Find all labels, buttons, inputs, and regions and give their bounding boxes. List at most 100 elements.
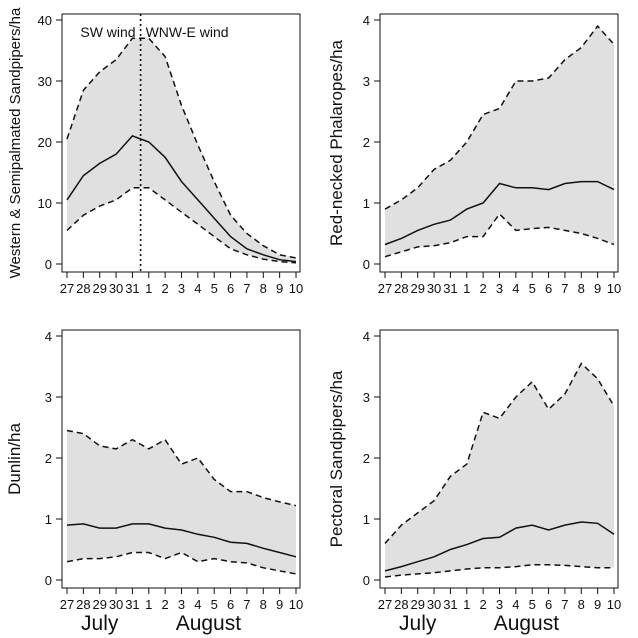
x-tick-label: 4 (194, 597, 201, 612)
y-tick-label: 3 (363, 74, 370, 89)
x-tick-label: 29 (92, 597, 106, 612)
y-tick-label: 1 (45, 512, 52, 527)
x-tick-label: 30 (427, 597, 441, 612)
y-tick-label: 10 (38, 196, 52, 211)
x-tick-label: 5 (211, 597, 218, 612)
x-tick-label: 30 (109, 281, 123, 296)
confidence-band (385, 26, 614, 257)
x-tick-label: 1 (463, 281, 470, 296)
y-tick-label: 0 (45, 573, 52, 588)
x-tick-label: 9 (594, 597, 601, 612)
x-tick-label: 10 (289, 281, 303, 296)
y-tick-label: 1 (363, 512, 370, 527)
annotation-wnw-e-wind: WNW-E wind (146, 24, 229, 40)
x-tick-label: 8 (260, 281, 267, 296)
x-tick-label: 27 (60, 281, 74, 296)
x-tick-label: 4 (512, 597, 519, 612)
x-tick-label: 1 (463, 597, 470, 612)
x-tick-label: 31 (125, 281, 139, 296)
x-tick-label: 30 (427, 281, 441, 296)
x-tick-label: 29 (410, 597, 424, 612)
x-tick-label: 4 (194, 281, 201, 296)
x-tick-label: 28 (394, 597, 408, 612)
y-tick-label: 4 (363, 329, 370, 344)
x-tick-label: 8 (260, 597, 267, 612)
lower-bound-line (384, 564, 614, 578)
x-tick-label: 28 (394, 281, 408, 296)
x-tick-label: 2 (480, 597, 487, 612)
x-tick-label: 28 (76, 597, 90, 612)
month-label-july: July (399, 612, 437, 635)
month-label-august: August (494, 612, 560, 635)
mean-line (384, 521, 615, 572)
y-tick-label: 2 (363, 451, 370, 466)
x-tick-label: 7 (561, 597, 568, 612)
x-tick-label: 7 (243, 597, 250, 612)
mean-line (66, 135, 297, 263)
x-tick-label: 7 (243, 281, 250, 296)
y-tick-label: 1 (363, 196, 370, 211)
confidence-band (385, 363, 614, 577)
upper-bound-line (66, 37, 297, 259)
mean-line (66, 523, 297, 558)
x-tick-label: 1 (145, 281, 152, 296)
y-tick-label: 0 (363, 257, 370, 272)
confidence-band (67, 38, 296, 263)
x-tick-label: 29 (92, 281, 106, 296)
x-tick-label: 10 (289, 597, 303, 612)
y-axis-label: Dunlin/ha (5, 423, 24, 495)
x-tick-label: 31 (443, 597, 457, 612)
x-tick-label: 31 (125, 597, 139, 612)
x-tick-label: 6 (227, 597, 234, 612)
y-axis-label: Pectoral Sandpipers/ha (327, 370, 346, 547)
y-tick-label: 3 (363, 390, 370, 405)
x-tick-label: 3 (496, 597, 503, 612)
y-tick-label: 30 (38, 74, 52, 89)
y-tick-label: 2 (45, 451, 52, 466)
upper-bound-line (66, 429, 297, 507)
x-tick-label: 27 (378, 597, 392, 612)
x-tick-label: 3 (178, 597, 185, 612)
x-tick-label: 8 (578, 281, 585, 296)
y-tick-label: 3 (45, 390, 52, 405)
x-tick-label: 9 (594, 281, 601, 296)
x-tick-label: 31 (443, 281, 457, 296)
x-tick-label: 2 (480, 281, 487, 296)
lower-bound-line (384, 212, 615, 258)
y-tick-label: 2 (363, 135, 370, 150)
lower-bound-line (66, 187, 297, 264)
x-tick-label: 2 (162, 597, 169, 612)
x-tick-label: 9 (276, 281, 283, 296)
x-tick-label: 1 (145, 597, 152, 612)
confidence-band (67, 430, 296, 574)
x-tick-label: 6 (545, 281, 552, 296)
x-tick-label: 10 (607, 281, 621, 296)
x-tick-label: 30 (109, 597, 123, 612)
upper-bound-line (384, 362, 615, 544)
mean-line (384, 180, 615, 246)
x-tick-label: 7 (561, 281, 568, 296)
y-tick-label: 40 (38, 13, 52, 28)
x-tick-label: 3 (496, 281, 503, 296)
month-label-august: August (176, 612, 242, 635)
y-tick-label: 20 (38, 135, 52, 150)
x-tick-label: 9 (276, 597, 283, 612)
x-tick-label: 5 (211, 281, 218, 296)
x-tick-label: 6 (545, 597, 552, 612)
x-tick-label: 5 (529, 597, 536, 612)
annotation-sw-wind: SW wind (80, 24, 135, 40)
x-tick-label: 27 (60, 597, 74, 612)
x-tick-label: 8 (578, 597, 585, 612)
x-tick-label: 10 (607, 597, 621, 612)
y-tick-label: 0 (363, 573, 370, 588)
x-tick-label: 27 (378, 281, 392, 296)
x-tick-label: 3 (178, 281, 185, 296)
x-tick-label: 5 (529, 281, 536, 296)
x-tick-label: 29 (410, 281, 424, 296)
y-tick-label: 4 (45, 329, 52, 344)
